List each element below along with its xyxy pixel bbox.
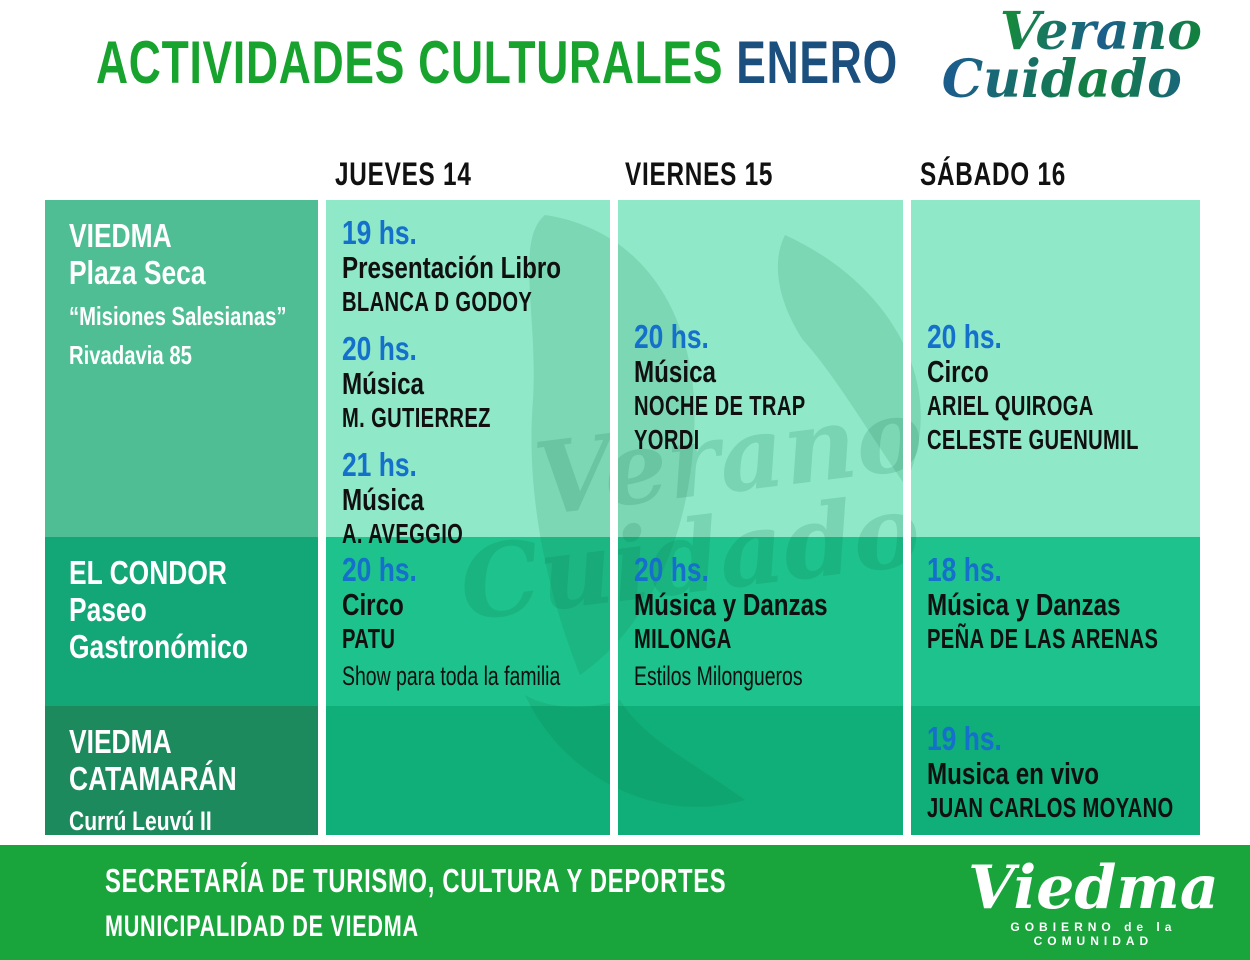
day-header-sabado: SÁBADO 16 [920,156,1067,192]
event-time: 20 hs. [342,329,417,367]
event: 21 hs. Música A. AVEGGIO [342,445,596,551]
schedule-grid: VIEDMA Plaza Seca “Misiones Salesianas” … [45,200,1200,836]
venue-name: CATAMARÁN [69,759,237,797]
event: 20 hs. Música y Danzas MILONGA Estilos M… [634,551,889,694]
day-header-jueves: JUEVES 14 [335,156,472,192]
day-header-viernes: VIERNES 15 [625,156,774,192]
cell-catamaran-viernes [618,706,903,835]
event-time: 20 hs. [342,551,417,588]
event-detail: JUAN CARLOS MOYANO [927,792,1174,824]
footer-text: SECRETARÍA DE TURISMO, CULTURA Y DEPORTE… [105,862,968,944]
event-title: Música y Danzas [927,586,1121,622]
event-detail: PEÑA DE LAS ARENAS [927,623,1159,655]
viedma-government-logo: Viedma GOBIERNO de la COMUNIDAD [968,858,1219,948]
page-title: ACTIVIDADES CULTURALES ENERO [96,28,898,97]
venue-viedma-plaza-seca: VIEDMA Plaza Seca “Misiones Salesianas” … [45,200,318,537]
event-detail: ARIEL QUIROGA [927,390,1094,422]
event-time: 20 hs. [927,318,1002,355]
event-time: 19 hs. [342,214,417,251]
event-detail: M. GUTIERREZ [342,402,491,434]
event-time: 18 hs. [927,551,1002,588]
event: 20 hs. Música M. GUTIERREZ [342,329,596,435]
viedma-logo-tagline: GOBIERNO de la COMUNIDAD [1010,919,1177,948]
event: 20 hs. Circo PATU Show para toda la fami… [342,551,596,694]
cell-plaza-seca-sabado: 20 hs. Circo ARIEL QUIROGA CELESTE GUENU… [911,200,1200,537]
venue-address: Rivadavia 85 [69,339,192,370]
footer-secretaria: SECRETARÍA DE TURISMO, CULTURA Y DEPORTE… [105,861,727,899]
cell-plaza-seca-viernes: 20 hs. Música NOCHE DE TRAP YORDI [618,200,903,537]
event-time: 20 hs. [634,318,709,355]
venue-name: Paseo [69,590,147,628]
event-title: Musica en vivo [927,755,1100,791]
venue-name: Gastronómico [69,627,248,665]
event-title: Circo [927,353,989,389]
event-detail: BLANCA D GODOY [342,286,533,318]
footer-municipalidad: MUNICIPALIDAD DE VIEDMA [105,909,419,943]
event-title: Música [342,365,424,401]
event: 20 hs. Circo ARIEL QUIROGA CELESTE GUENU… [927,318,1186,457]
event: 18 hs. Música y Danzas PEÑA DE LAS ARENA… [927,551,1186,656]
cell-el-condor-viernes: 20 hs. Música y Danzas MILONGA Estilos M… [618,537,903,706]
event-detail: YORDI [634,423,700,455]
event: 20 hs. Música NOCHE DE TRAP YORDI [634,318,889,457]
column-divider [610,200,618,835]
event-detail: MILONGA [634,623,732,655]
venue-boat-name: Currú Leuvú II [69,805,212,836]
event-detail: NOCHE DE TRAP [634,390,806,422]
cell-el-condor-jueves: 20 hs. Circo PATU Show para toda la fami… [326,537,610,706]
title-main: ACTIVIDADES CULTURALES [96,29,724,96]
title-month: ENERO [736,29,898,96]
column-divider [903,200,911,835]
event-note: Show para toda la familia [342,660,561,691]
footer-bar: SECRETARÍA DE TURISMO, CULTURA Y DEPORTE… [0,845,1250,960]
cell-plaza-seca-jueves: 19 hs. Presentación Libro BLANCA D GODOY… [326,200,610,549]
verano-cuidado-logo: Verano Cuidado [942,1,1202,106]
venue-name: Plaza Seca [69,253,206,291]
cell-catamaran-jueves [326,706,610,835]
event: 19 hs. Musica en vivo JUAN CARLOS MOYANO [927,720,1186,825]
logo-word-cuidado: Cuidado [942,53,1202,105]
venue-el-condor: EL CONDOR Paseo Gastronómico [45,537,318,706]
event-detail: A. AVEGGIO [342,518,464,550]
cell-catamaran-sabado: 19 hs. Musica en vivo JUAN CARLOS MOYANO [911,706,1200,835]
venue-name: EL CONDOR [69,554,227,591]
venue-name: VIEDMA [69,723,172,760]
venue-viedma-catamaran: VIEDMA CATAMARÁN Currú Leuvú II [45,706,318,836]
cell-el-condor-sabado: 18 hs. Música y Danzas PEÑA DE LAS ARENA… [911,537,1200,706]
column-divider [318,200,326,835]
venue-quote: “Misiones Salesianas” [69,300,287,331]
event: 19 hs. Presentación Libro BLANCA D GODOY [342,214,596,319]
event-detail: CELESTE GUENUMIL [927,423,1139,455]
event-title: Música [342,481,424,517]
event-time: 21 hs. [342,445,417,483]
logo-word-verano: Verano [999,1,1202,62]
venue-name: VIEDMA [69,217,172,254]
event-detail: PATU [342,623,396,655]
viedma-logo-name: Viedma [968,852,1219,923]
event-title: Circo [342,586,404,622]
event-title: Presentación Libro [342,249,562,285]
event-title: Música [634,353,716,389]
event-title: Música y Danzas [634,586,828,622]
event-time: 20 hs. [634,551,709,588]
event-time: 19 hs. [927,720,1002,757]
event-note: Estilos Milongueros [634,660,803,691]
